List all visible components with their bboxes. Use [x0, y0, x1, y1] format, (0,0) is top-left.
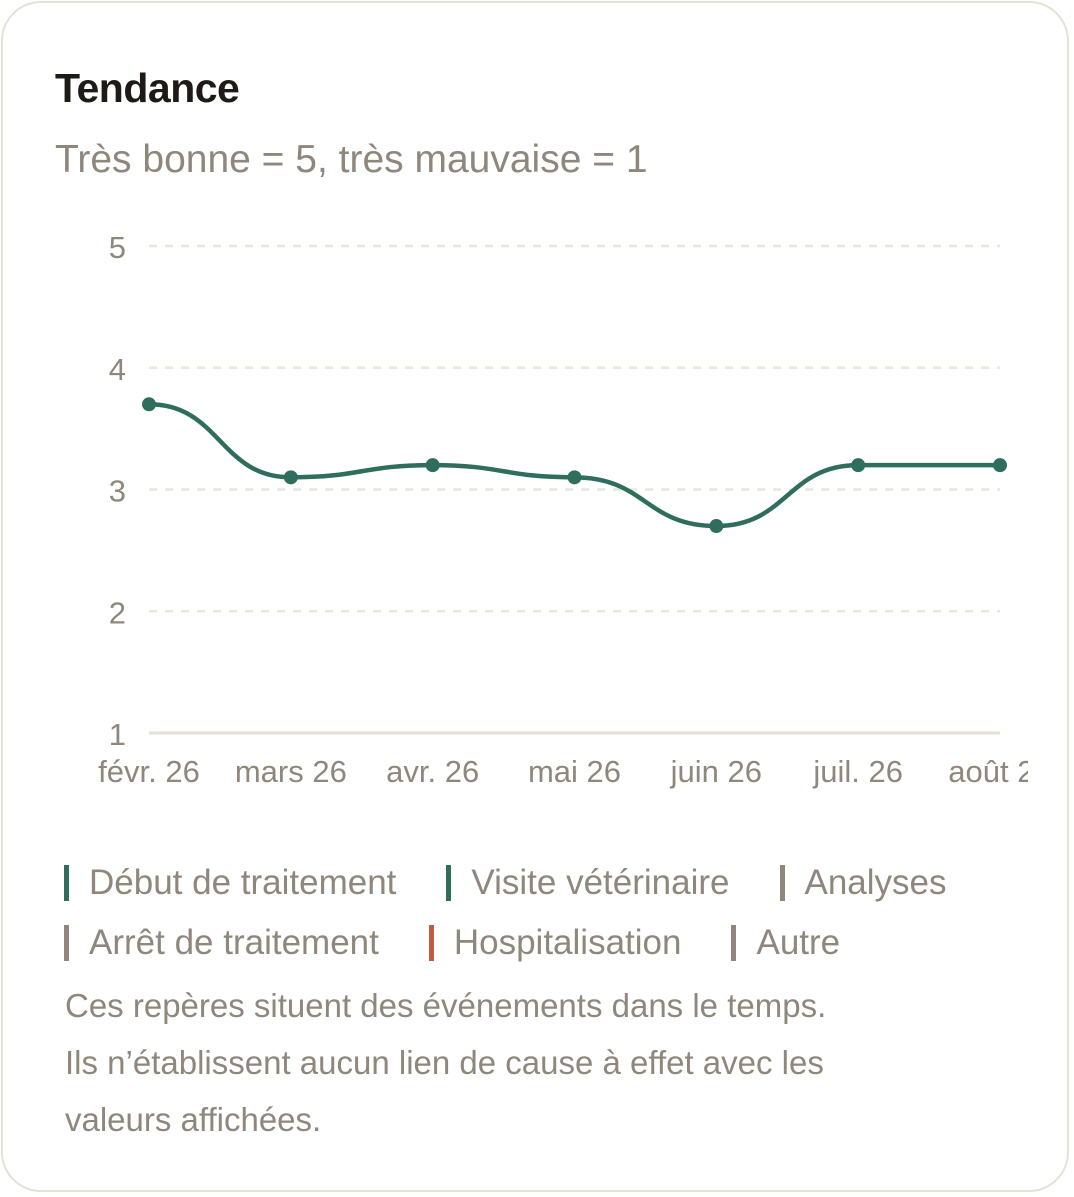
series-line	[146, 402, 1003, 529]
y-axis-ticks: 5 4 3 2 1	[109, 230, 126, 752]
legend-marker	[446, 865, 452, 901]
x-tick-label: juil. 26	[812, 754, 903, 789]
legend-label: Analyses	[804, 863, 947, 902]
x-tick-label: mai 26	[528, 754, 621, 789]
legend-row: Arrêt de traitement Hospitalisation Autre	[64, 913, 1004, 973]
legend-item: Arrêt de traitement	[64, 923, 379, 963]
y-tick-label: 3	[109, 474, 126, 509]
legend-item: Autre	[731, 923, 840, 963]
card-subtitle: Très bonne = 5, très mauvaise = 1	[55, 138, 648, 181]
y-tick-label: 5	[109, 230, 126, 265]
data-point[interactable]	[993, 458, 1007, 473]
event-legend: Début de traitement Visite vétérinaire Ana…	[64, 853, 1004, 973]
legend-label: Autre	[756, 923, 841, 962]
legend-marker	[64, 865, 69, 901]
note-line: Ces repères situent des événements dans …	[65, 987, 827, 1024]
disclaimer-note: Ces repères situent des événements dans …	[65, 977, 965, 1148]
x-tick-label: août 26	[948, 754, 1051, 789]
data-point[interactable]	[709, 519, 724, 534]
data-point[interactable]	[851, 458, 866, 473]
legend-label: Hospitalisation	[453, 923, 682, 962]
legend-item: Visite vétérinaire	[446, 863, 730, 903]
x-tick-label: avr. 26	[386, 754, 479, 789]
legend-marker	[779, 865, 785, 901]
y-tick-label: 1	[109, 717, 126, 752]
y-tick-label: 2	[109, 595, 126, 630]
legend-marker	[731, 925, 737, 961]
x-axis-ticks: févr. 26 mars 26 avr. 26 mai 26 juin 26 juil.…	[98, 754, 1051, 789]
series-layer	[142, 397, 1007, 534]
card-title: Tendance	[55, 65, 240, 111]
data-point[interactable]	[425, 458, 440, 473]
legend-item: Début de traitement	[64, 863, 396, 903]
x-tick-label: juin 26	[670, 754, 762, 789]
grid-lines	[149, 244, 1000, 735]
data-point[interactable]	[283, 470, 298, 485]
legend-label: Début de traitement	[89, 863, 397, 902]
legend-marker	[428, 925, 434, 961]
data-point[interactable]	[567, 470, 582, 485]
legend-marker	[64, 925, 69, 961]
y-tick-label: 4	[109, 352, 126, 387]
note-line: Ils n’établissent aucun lien de cause à …	[65, 1044, 824, 1081]
legend-item: Analyses	[779, 863, 947, 903]
trend-chart: 5 4 3 2 1 févr. 26 mars 26 avr. 26 mai 26 juin 2…	[98, 230, 1051, 789]
legend-item: Hospitalisation	[428, 923, 682, 963]
x-tick-label: févr. 26	[98, 754, 200, 789]
data-point[interactable]	[142, 397, 156, 412]
x-tick-label: mars 26	[235, 754, 347, 789]
legend-row: Début de traitement Visite vétérinaire Ana…	[64, 853, 1004, 913]
legend-label: Visite vétérinaire	[471, 863, 730, 902]
note-line: valeurs affichées.	[65, 1101, 322, 1138]
legend-label: Arrêt de traitement	[89, 923, 379, 962]
